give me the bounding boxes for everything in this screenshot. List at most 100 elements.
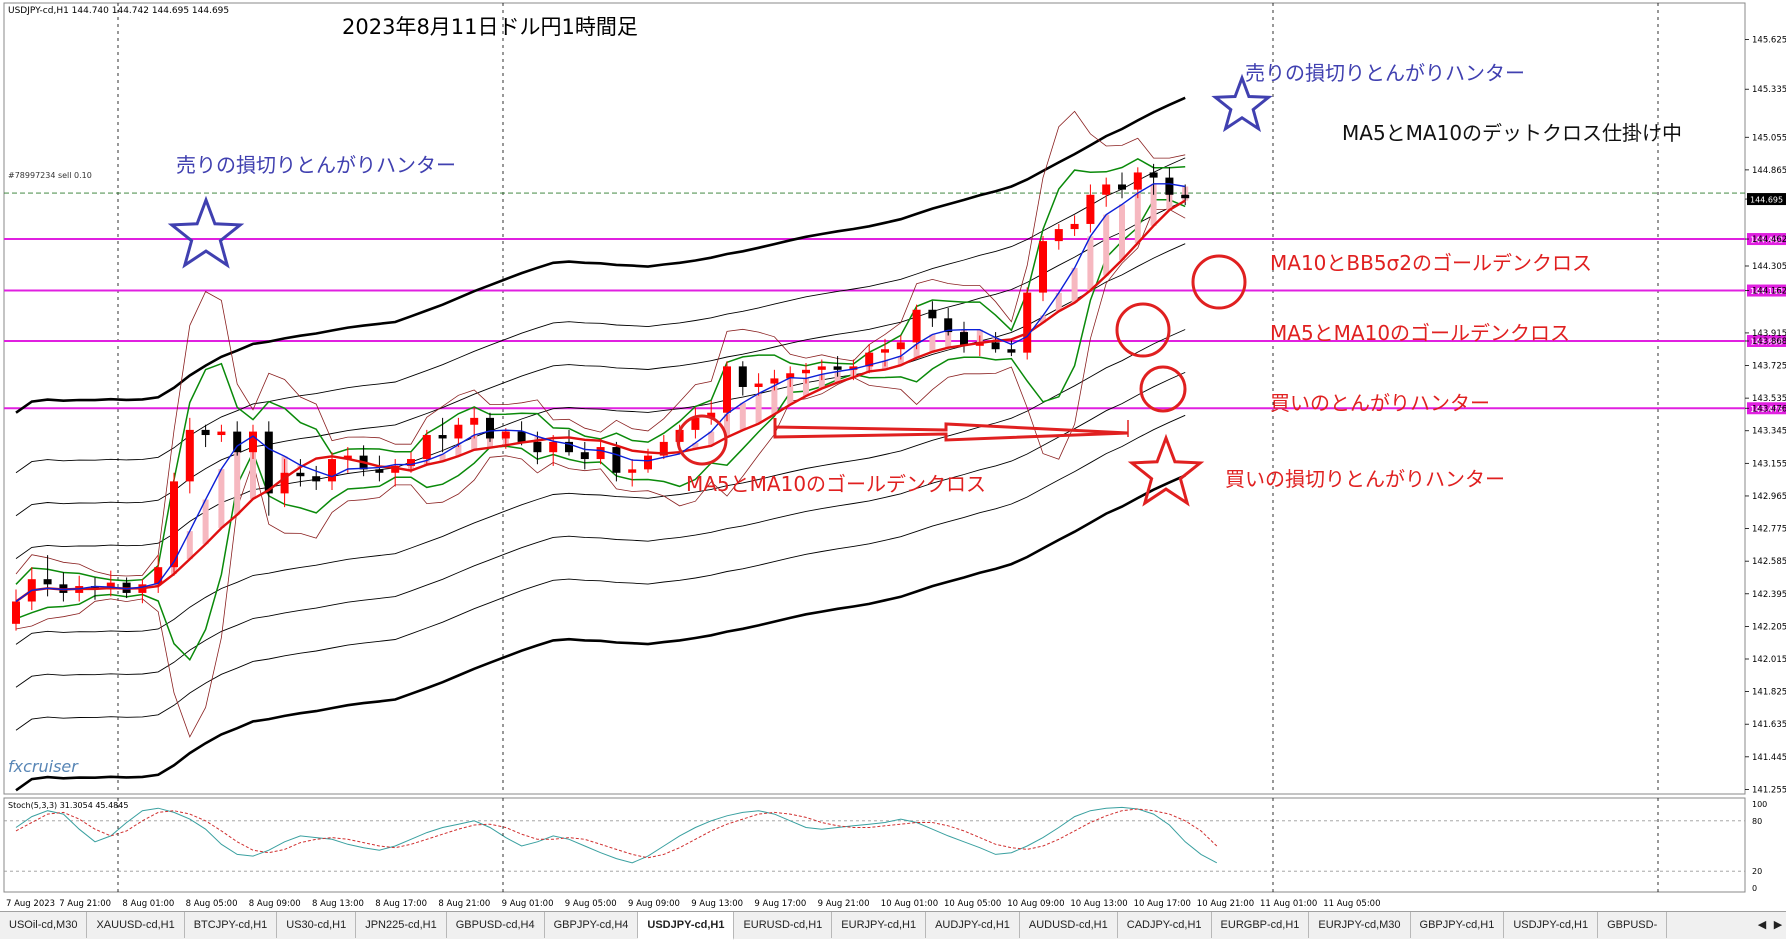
candle-body <box>501 431 510 439</box>
symbol-tab[interactable]: EURGBP-cd,H1 <box>1212 912 1310 938</box>
symbol-tab[interactable]: BTCJPY-cd,H1 <box>185 912 278 938</box>
ma-fill-bar <box>1071 267 1078 303</box>
candle-body <box>233 431 242 453</box>
candle-body <box>896 342 905 350</box>
symbol-tab[interactable]: US30-cd,H1 <box>277 912 357 938</box>
envelope-line <box>15 96 1186 414</box>
candle-body <box>659 441 668 456</box>
x-tick-label: 7 Aug 2023 <box>6 899 55 909</box>
candle-body <box>596 447 605 460</box>
candle-body <box>1102 184 1111 195</box>
tab-scroll-right-icon[interactable]: ▶ <box>1773 919 1783 931</box>
y-tick-label: 145.335 <box>1752 85 1786 95</box>
symbol-tab[interactable]: USOil-cd,M30 <box>0 912 88 938</box>
candle-body <box>280 472 289 494</box>
candle-body <box>1181 194 1190 199</box>
symbol-tab[interactable]: GBPJPY-cd,H4 <box>545 912 639 938</box>
y-tick-label: 142.395 <box>1752 590 1786 600</box>
symbol-tab[interactable]: XAUUSD-cd,H1 <box>87 912 185 938</box>
level-tag <box>1747 284 1786 297</box>
x-tick-label: 11 Aug 05:00 <box>1323 899 1380 909</box>
x-tick-label: 8 Aug 21:00 <box>438 899 490 909</box>
candle-body <box>549 441 558 453</box>
symbol-tab[interactable]: AUDUSD-cd,H1 <box>1020 912 1118 938</box>
star-buy <box>1127 433 1205 507</box>
candle-body <box>1118 184 1126 190</box>
y-tick-label: 143.345 <box>1752 427 1786 437</box>
symbol-tab[interactable]: EURJPY-cd,M30 <box>1309 912 1411 938</box>
candle-body <box>185 429 194 482</box>
symbol-tab[interactable]: EURUSD-cd,H1 <box>734 912 833 938</box>
annotation-text: MA5とMA10のゴールデンクロス <box>1270 321 1570 345</box>
y-tick-label: 142.585 <box>1752 557 1786 567</box>
symbol-tab[interactable]: AUDJPY-cd,H1 <box>926 912 1020 938</box>
x-tick-label: 8 Aug 09:00 <box>249 899 301 909</box>
symbol-tab[interactable]: GBPJPY-cd,H1 <box>1411 912 1505 938</box>
candle-body <box>422 435 431 460</box>
candle-body <box>580 452 589 460</box>
annotation-text: 売りの損切りとんがりハンター <box>1245 61 1525 85</box>
annotation-text: MA5とMA10のゴールデンクロス <box>686 472 986 496</box>
candle-body <box>1165 177 1174 195</box>
star-sell-right <box>1211 73 1273 133</box>
y-tick-label: 144.462 <box>1752 235 1786 245</box>
candle-body <box>817 366 826 370</box>
candle-body <box>343 455 352 460</box>
x-tick-label: 9 Aug 13:00 <box>691 899 743 909</box>
ma-fill-bar <box>739 402 746 431</box>
annotations: 売りの損切りとんがりハンター売りの損切りとんがりハンターMA5とMA10のデット… <box>167 61 1682 507</box>
candle-body <box>786 373 795 379</box>
symbol-tab[interactable]: CADJPY-cd,H1 <box>1118 912 1212 938</box>
ma-fill-bar <box>202 499 209 545</box>
level-tag <box>1747 233 1786 246</box>
candle-body <box>438 435 447 439</box>
moving-averages <box>15 183 1186 603</box>
candle-body <box>470 417 479 425</box>
candle-body <box>738 366 747 387</box>
annotation-text: 売りの損切りとんがりハンター <box>176 153 456 177</box>
current-price-label: 144.695 <box>1750 196 1783 205</box>
candle-body <box>454 424 463 439</box>
candle-body <box>170 481 178 568</box>
symbol-tab[interactable]: EURJPY-cd,H1 <box>832 912 927 938</box>
candle-body <box>565 441 573 453</box>
x-tick-label: 9 Aug 05:00 <box>565 899 617 909</box>
stoch-label: Stoch(5,3,3) 31.3054 45.4845 <box>8 801 128 810</box>
ma-fill-bar <box>455 444 462 457</box>
candle-body <box>944 318 953 333</box>
candle-body <box>154 567 163 585</box>
tab-scroll-left-icon[interactable]: ◀ <box>1757 919 1767 931</box>
tab-scroll-buttons: ◀ ▶ <box>1754 912 1786 939</box>
candle-body <box>912 309 921 343</box>
x-tick-label: 10 Aug 05:00 <box>944 899 1001 909</box>
y-tick-label: 141.825 <box>1752 688 1786 698</box>
candle-body <box>328 459 336 482</box>
annotation-circle <box>1139 365 1187 413</box>
symbol-tab[interactable]: JPN225-cd,H1 <box>356 912 447 938</box>
symbol-tab[interactable]: USDJPY-cd,H1 <box>1504 912 1599 938</box>
ma-fill-bar <box>929 334 936 352</box>
annotation-text: MA5とMA10のデットクロス仕掛け中 <box>1342 121 1682 145</box>
ma-fill-bar <box>913 344 920 358</box>
y-tick-label: 141.635 <box>1752 720 1786 730</box>
y-tick-label: 143.155 <box>1752 459 1786 469</box>
candle-body <box>217 431 226 436</box>
x-tick-label: 8 Aug 01:00 <box>122 899 174 909</box>
candle-body <box>201 429 210 436</box>
symbol-tab[interactable]: USDJPY-cd,H1 <box>638 912 735 940</box>
ma-fill-bar <box>250 436 256 499</box>
annotation-circle <box>1191 254 1247 310</box>
envelope-line <box>15 200 1186 517</box>
annotation-text: 買いの損切りとんがりハンター <box>1225 467 1505 491</box>
symbol-tab[interactable]: GBPUSD-cd,H4 <box>447 912 545 938</box>
symbol-tab[interactable]: GBPUSD- <box>1598 912 1668 938</box>
x-tick-label: 10 Aug 21:00 <box>1197 899 1254 909</box>
x-tick-label: 9 Aug 09:00 <box>628 899 680 909</box>
ma-fill-bar <box>439 454 446 462</box>
candle-body <box>691 417 700 430</box>
candle-body <box>612 447 621 473</box>
stoch-level-label: 20 <box>1752 867 1762 876</box>
x-tick-label: 8 Aug 13:00 <box>312 899 364 909</box>
y-tick-label: 142.965 <box>1752 492 1786 502</box>
